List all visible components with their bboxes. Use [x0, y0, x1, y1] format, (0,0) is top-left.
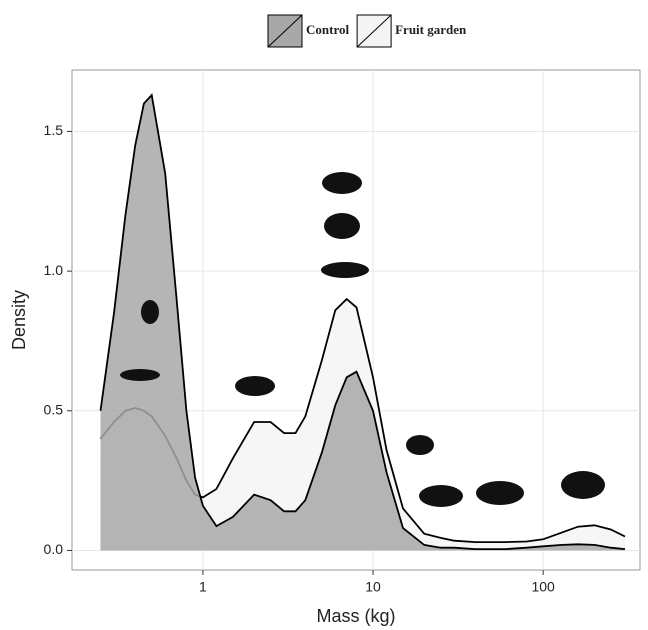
y-axis-label: Density — [9, 290, 29, 350]
areas — [99, 93, 626, 551]
animal-icon — [235, 376, 275, 396]
x-tick-label: 10 — [365, 579, 381, 595]
animal-icon — [322, 172, 362, 194]
legend-swatch-line — [356, 14, 392, 48]
y-tick-label: 1.0 — [44, 262, 64, 278]
animal-icon — [561, 471, 605, 499]
x-axis-label: Mass (kg) — [316, 606, 395, 626]
y-tick-label: 1.5 — [44, 122, 64, 138]
animal-icon — [321, 262, 369, 278]
animal-icon — [419, 485, 463, 507]
density-line — [99, 93, 626, 550]
x-tick-label: 1 — [199, 579, 207, 595]
animal-icon — [120, 369, 160, 381]
animal-icons — [120, 172, 605, 507]
legend-swatch-line — [267, 14, 303, 48]
animal-icon — [406, 435, 434, 455]
animal-icon — [324, 213, 360, 239]
legend-label: Control — [306, 22, 349, 37]
legend-label: Fruit garden — [395, 22, 467, 37]
area-fill — [100, 95, 626, 551]
animal-icon — [141, 300, 159, 324]
y-tick-label: 0.0 — [44, 541, 64, 557]
legend: Control Fruit garden — [267, 14, 467, 48]
y-tick-label: 0.5 — [44, 401, 64, 417]
x-tick-label: 100 — [531, 579, 555, 595]
animal-icon — [476, 481, 524, 505]
